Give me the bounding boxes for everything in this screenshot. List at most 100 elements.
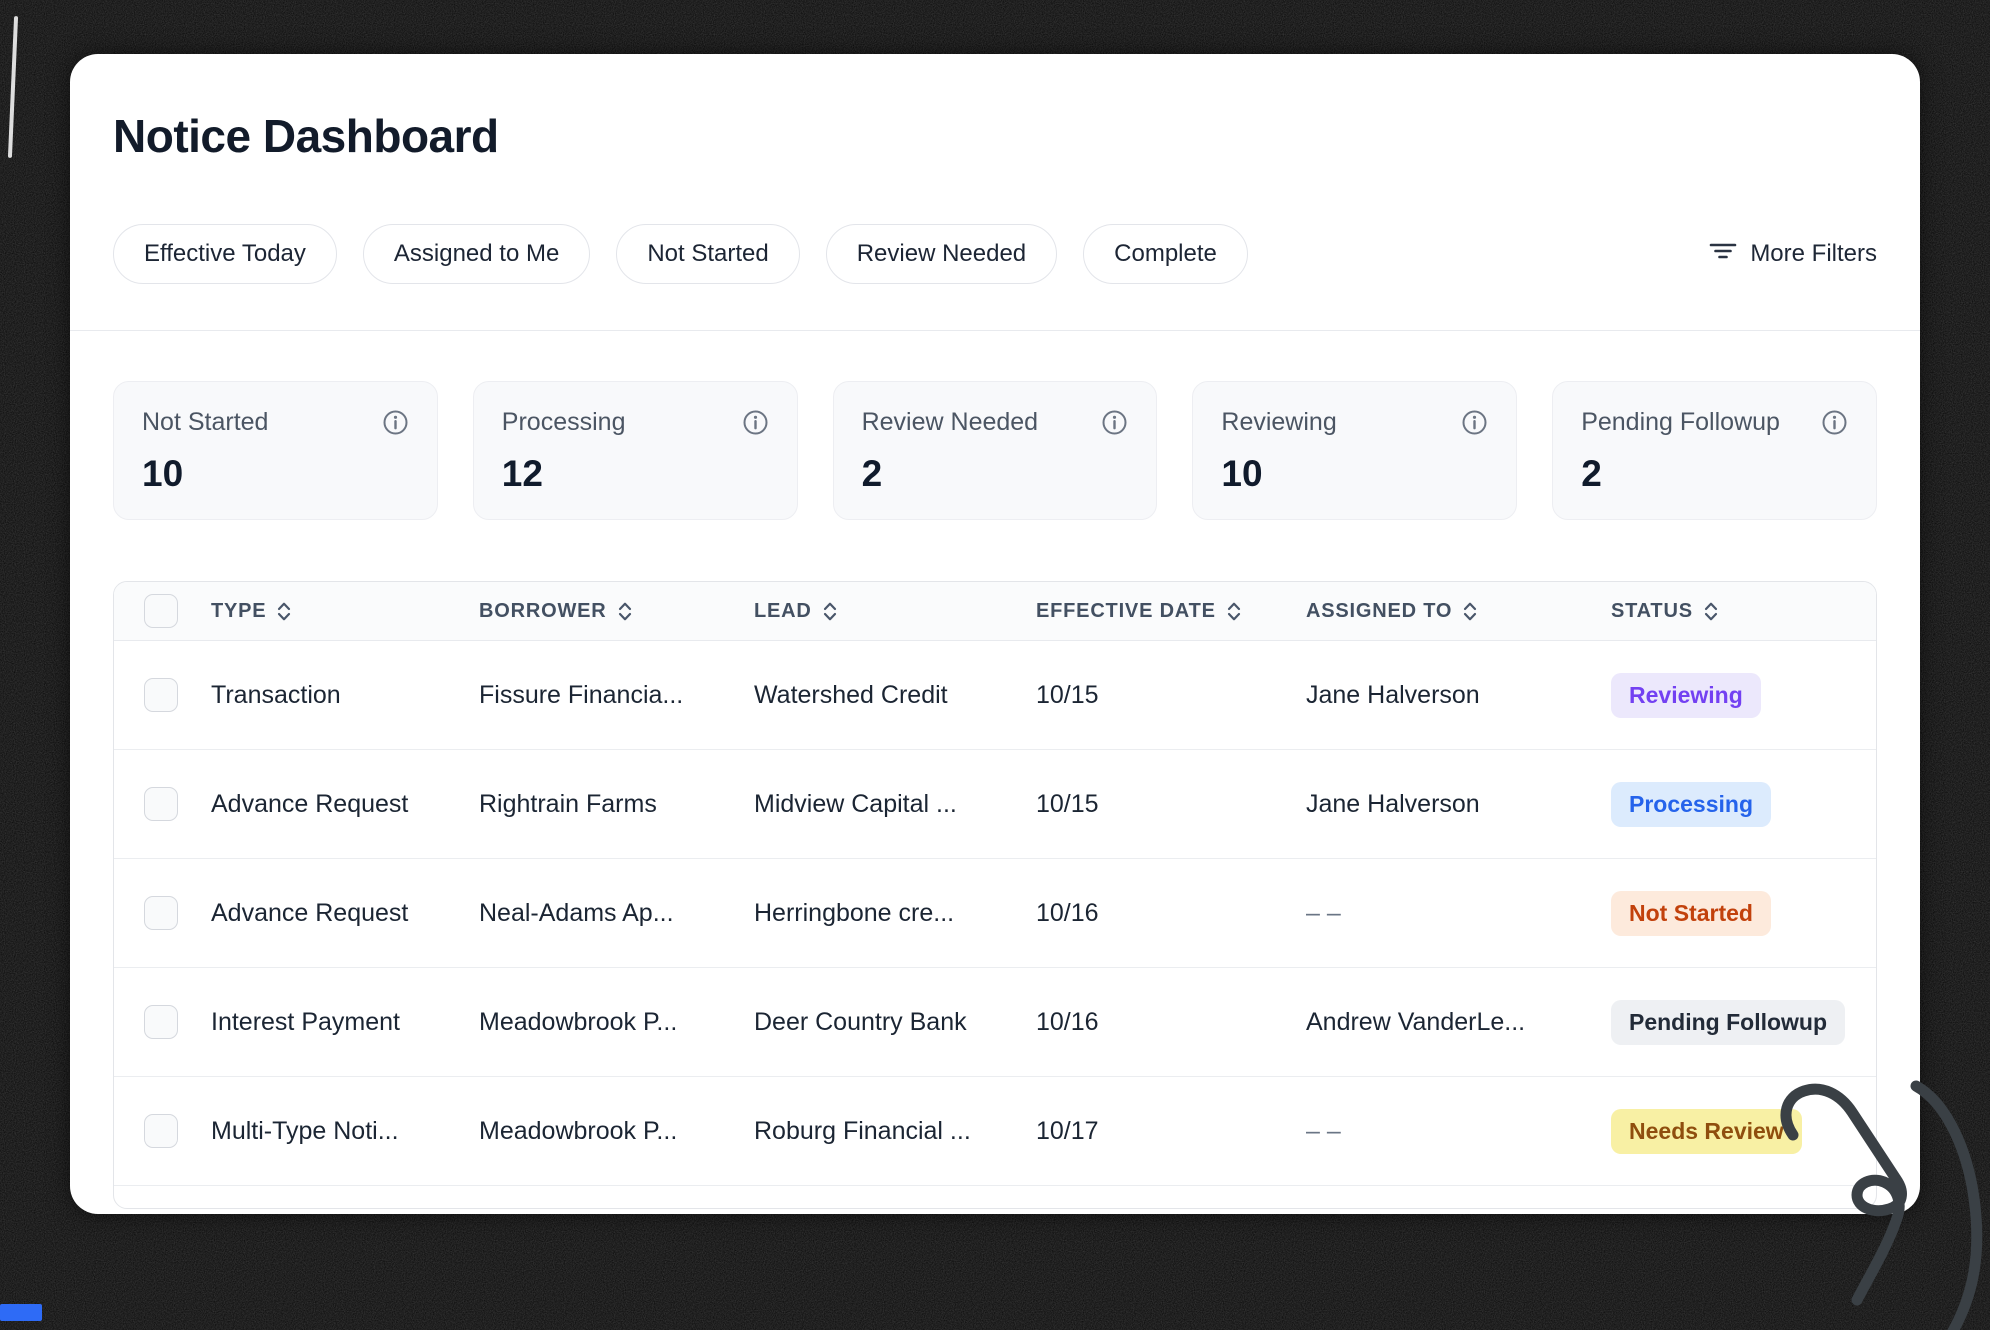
cell-type: Transaction	[211, 680, 341, 709]
sort-chevrons-icon	[1464, 602, 1477, 620]
stat-card-header: Processing	[502, 408, 769, 437]
info-icon[interactable]	[382, 409, 409, 436]
cell-borrower: Neal-Adams Ap...	[479, 898, 674, 927]
status-badge: Pending Followup	[1611, 999, 1846, 1045]
info-icon[interactable]	[1101, 409, 1128, 436]
row-checkbox[interactable]	[144, 1005, 178, 1039]
column-label: STATUS	[1611, 599, 1693, 622]
status-badge: Not Started	[1611, 890, 1771, 936]
stat-card-not-started: Not Started 10	[113, 381, 438, 520]
cell-lead: Midview Capital ...	[754, 789, 957, 818]
stat-label: Not Started	[142, 408, 269, 436]
cell-lead: Roburg Financial ...	[754, 1116, 971, 1145]
white-scratch-artifact	[7, 15, 19, 159]
cell-assigned-to: Andrew VanderLe...	[1306, 1007, 1526, 1036]
notices-table: TYPE BORROWER LEAD EFFECTIVE DATE	[113, 581, 1877, 1209]
table-row[interactable]: Multi-Type Noti... Meadowbrook P... Robu…	[114, 1077, 1876, 1186]
stat-label: Review Needed	[861, 408, 1039, 436]
table-row[interactable]: Advance Request Neal-Adams Ap... Herring…	[114, 859, 1876, 968]
cell-assigned-to: – –	[1306, 898, 1341, 927]
status-badge: Needs Review	[1611, 1108, 1802, 1154]
stat-card-row: Not Started 10 Processing 12	[113, 381, 1877, 520]
stat-card-processing: Processing 12	[472, 381, 798, 520]
stat-value: 2	[1581, 453, 1602, 494]
card-content: Notice Dashboard Effective Today Assigne…	[70, 54, 1920, 1209]
stat-value: 2	[861, 453, 883, 494]
row-checkbox[interactable]	[144, 1114, 178, 1148]
cell-lead: Watershed Credit	[754, 680, 948, 709]
table-row[interactable]: Transaction Fissure Financia... Watershe…	[114, 641, 1876, 750]
column-header-effective-date[interactable]: EFFECTIVE DATE	[1004, 600, 1274, 623]
filter-pill-review-needed[interactable]: Review Needed	[825, 224, 1058, 284]
table-header-row: TYPE BORROWER LEAD EFFECTIVE DATE	[114, 582, 1876, 641]
section-divider	[70, 330, 1920, 331]
filter-pill-not-started[interactable]: Not Started	[616, 224, 800, 284]
sort-chevrons-icon	[1227, 602, 1240, 620]
header-select-all-cell	[114, 594, 179, 628]
cell-effective-date: 10/17	[1036, 1116, 1099, 1145]
more-filters-button[interactable]: More Filters	[1709, 238, 1877, 271]
cell-lead: Herringbone cre...	[754, 898, 955, 927]
stat-card-review-needed: Review Needed 2	[832, 381, 1158, 520]
cell-type: Advance Request	[211, 898, 409, 927]
cell-status: Not Started	[1579, 890, 1876, 936]
row-checkbox[interactable]	[144, 896, 178, 930]
column-header-assigned-to[interactable]: ASSIGNED TO	[1274, 600, 1579, 623]
stat-card-header: Reviewing	[1221, 408, 1488, 437]
row-select-cell	[114, 678, 179, 712]
cell-status: Processing	[1579, 781, 1876, 827]
stat-card-pending-followup: Pending Followup 2	[1552, 381, 1877, 520]
stat-value: 10	[142, 453, 184, 494]
sort-chevrons-icon	[1704, 602, 1717, 620]
cell-lead: Deer Country Bank	[754, 1007, 967, 1036]
stat-card-header: Pending Followup	[1581, 408, 1848, 437]
filter-pill-assigned-to-me[interactable]: Assigned to Me	[362, 224, 591, 284]
table-row[interactable]: Advance Request Rightrain Farms Midview …	[114, 750, 1876, 859]
cell-borrower: Meadowbrook P...	[479, 1007, 678, 1036]
stat-card-header: Not Started	[142, 408, 409, 437]
sort-chevrons-icon	[618, 602, 631, 620]
column-header-type[interactable]: TYPE	[179, 600, 447, 623]
cell-status: Reviewing	[1579, 672, 1876, 718]
info-icon[interactable]	[742, 409, 769, 436]
filter-bar: Effective Today Assigned to Me Not Start…	[113, 224, 1877, 284]
stat-card-header: Review Needed	[862, 408, 1129, 437]
row-select-cell	[114, 1005, 179, 1039]
sort-chevrons-icon	[823, 602, 836, 620]
cell-effective-date: 10/16	[1036, 1007, 1099, 1036]
cell-status: Needs Review	[1579, 1108, 1876, 1154]
dashboard-card: Notice Dashboard Effective Today Assigne…	[70, 54, 1920, 1214]
cell-effective-date: 10/15	[1036, 789, 1099, 818]
column-label: LEAD	[754, 599, 812, 622]
sort-chevrons-icon	[278, 602, 291, 620]
cell-effective-date: 10/16	[1036, 898, 1099, 927]
stat-label: Reviewing	[1221, 408, 1337, 436]
page-title: Notice Dashboard	[113, 110, 499, 162]
row-select-cell	[114, 1114, 179, 1148]
info-icon[interactable]	[1461, 409, 1488, 436]
table-row[interactable]: Interest Payment Meadowbrook P... Deer C…	[114, 968, 1876, 1077]
stat-card-reviewing: Reviewing 10	[1192, 381, 1518, 520]
stat-value: 12	[501, 453, 543, 494]
column-label: BORROWER	[479, 599, 607, 622]
info-icon[interactable]	[1821, 409, 1848, 436]
row-select-cell	[114, 787, 179, 821]
cell-borrower: Fissure Financia...	[479, 680, 684, 709]
column-header-lead[interactable]: LEAD	[722, 600, 1004, 623]
blue-paint-artifact	[0, 1304, 42, 1321]
column-header-borrower[interactable]: BORROWER	[447, 600, 722, 623]
filter-pill-effective-today[interactable]: Effective Today	[113, 224, 337, 284]
row-checkbox[interactable]	[144, 678, 178, 712]
stat-value: 10	[1221, 453, 1263, 494]
cell-assigned-to: – –	[1306, 1116, 1341, 1145]
select-all-checkbox[interactable]	[144, 594, 178, 628]
column-label: EFFECTIVE DATE	[1036, 599, 1216, 622]
row-checkbox[interactable]	[144, 787, 178, 821]
column-label: ASSIGNED TO	[1306, 599, 1453, 622]
row-select-cell	[114, 896, 179, 930]
column-header-status[interactable]: STATUS	[1579, 600, 1876, 623]
cell-type: Interest Payment	[211, 1007, 400, 1036]
filter-lines-icon	[1709, 238, 1737, 271]
filter-pill-complete[interactable]: Complete	[1083, 224, 1248, 284]
